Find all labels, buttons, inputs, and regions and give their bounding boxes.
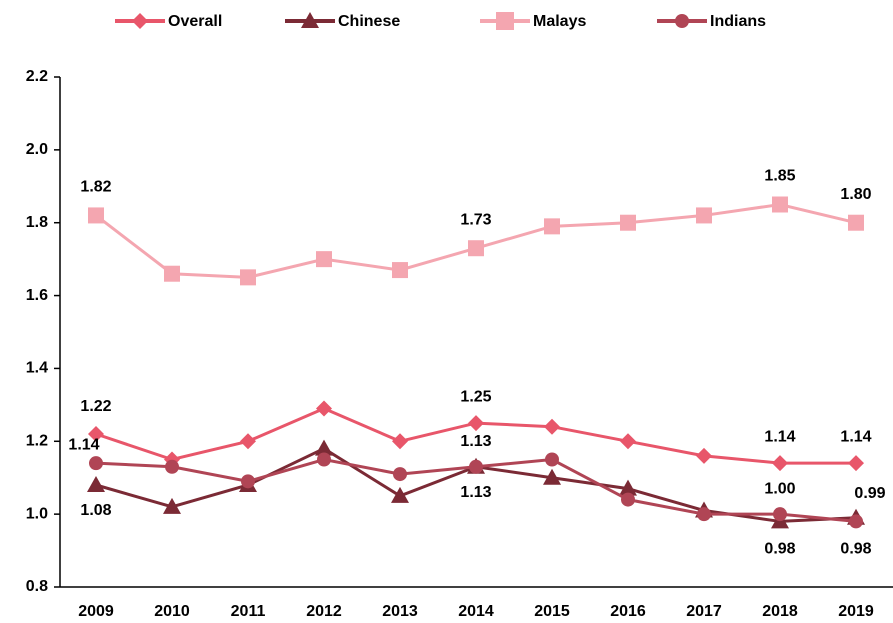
data-label: 1.82 — [80, 179, 111, 196]
x-tick-label: 2018 — [762, 603, 798, 620]
data-point — [393, 467, 407, 482]
x-tick-label: 2019 — [838, 603, 874, 620]
data-label: 1.25 — [460, 388, 491, 405]
data-point — [697, 507, 711, 522]
x-tick-label: 2011 — [231, 603, 266, 620]
y-tick-label: 1.8 — [26, 214, 48, 231]
legend-label: Chinese — [338, 13, 400, 30]
data-point — [163, 497, 181, 514]
data-point — [620, 433, 636, 450]
data-point — [849, 514, 863, 529]
data-point — [89, 456, 103, 471]
data-point — [88, 207, 104, 224]
data-point — [544, 418, 560, 435]
data-point — [391, 486, 409, 503]
legend-label: Malays — [533, 13, 586, 30]
data-point — [772, 455, 788, 472]
data-point — [772, 196, 788, 213]
data-point — [619, 479, 637, 496]
data-label: 0.98 — [764, 541, 795, 558]
y-tick-label: 2.0 — [26, 141, 48, 158]
y-tick-label: 0.8 — [26, 578, 48, 595]
data-label: 0.98 — [840, 541, 871, 558]
data-point — [848, 455, 864, 472]
data-label: 1.08 — [80, 502, 111, 519]
x-tick-label: 2014 — [458, 603, 494, 620]
data-point — [87, 476, 105, 492]
data-label: 1.14 — [764, 428, 795, 445]
data-point — [469, 459, 483, 474]
data-point — [468, 415, 484, 432]
data-point — [468, 240, 484, 257]
y-tick-label: 2.2 — [26, 68, 48, 85]
x-tick-label: 2010 — [154, 603, 190, 620]
legend-marker — [675, 14, 689, 28]
data-point — [848, 214, 864, 231]
legend-label: Overall — [168, 13, 222, 30]
data-point — [545, 452, 559, 467]
data-label: 1.73 — [460, 211, 491, 228]
data-label: 1.13 — [460, 484, 491, 501]
data-point — [241, 474, 255, 489]
legend-marker — [301, 12, 319, 28]
data-point — [544, 218, 560, 235]
data-point — [164, 265, 180, 282]
data-point — [696, 447, 712, 464]
data-label: 1.13 — [460, 433, 491, 450]
legend-marker — [496, 12, 514, 30]
data-point — [773, 507, 787, 522]
x-tick-label: 2015 — [534, 603, 570, 620]
data-point — [240, 269, 256, 286]
x-tick-label: 2017 — [686, 603, 722, 620]
data-point — [620, 214, 636, 231]
legend-marker — [132, 13, 148, 29]
data-point — [392, 262, 408, 279]
data-label: 1.14 — [68, 436, 99, 453]
data-point — [621, 492, 635, 507]
x-tick-label: 2016 — [610, 603, 646, 620]
data-point — [315, 439, 333, 456]
data-label: 1.00 — [764, 480, 795, 497]
x-tick-label: 2012 — [306, 603, 342, 620]
y-tick-label: 1.2 — [26, 433, 48, 450]
x-tick-label: 2009 — [78, 603, 114, 620]
data-point — [317, 452, 331, 467]
data-point — [165, 459, 179, 474]
data-point — [543, 468, 561, 485]
data-label: 1.80 — [840, 186, 871, 203]
y-tick-label: 1.0 — [26, 505, 48, 522]
y-tick-label: 1.4 — [26, 360, 48, 377]
data-label: 1.22 — [80, 398, 111, 415]
data-point — [88, 426, 104, 442]
data-point — [240, 433, 256, 450]
data-point — [316, 251, 332, 268]
legend-label: Indians — [710, 13, 766, 30]
data-label: 0.99 — [854, 485, 885, 502]
data-point — [696, 207, 712, 224]
data-label: 1.85 — [764, 168, 795, 185]
data-point — [316, 400, 332, 417]
y-tick-label: 1.6 — [26, 287, 48, 304]
x-tick-label: 2013 — [382, 603, 418, 620]
data-label: 1.14 — [840, 428, 871, 445]
data-point — [392, 433, 408, 450]
